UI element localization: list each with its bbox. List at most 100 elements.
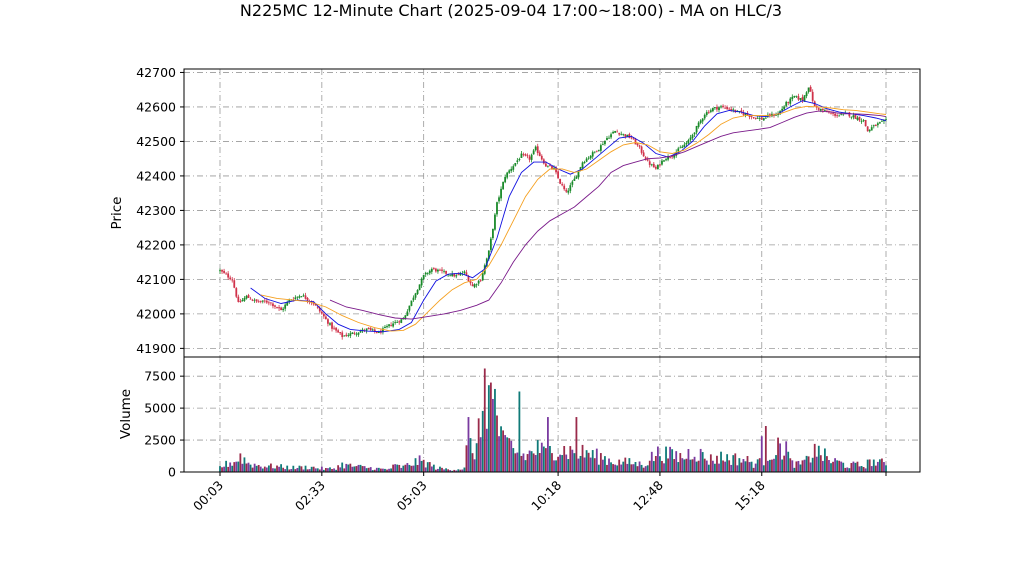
volume-bar (345, 463, 348, 472)
candle-body (750, 116, 753, 117)
candle-body (616, 131, 619, 133)
volume-tick-label: 2500 (144, 433, 176, 448)
volume-bar (371, 470, 374, 472)
candle-body (630, 137, 633, 139)
candle-body (701, 118, 704, 122)
volume-bar (485, 428, 488, 472)
volume-bar (540, 442, 543, 472)
candle-body (414, 293, 417, 298)
volume-bar (862, 467, 865, 472)
x-tick-label: 12:48 (630, 477, 666, 513)
candle-body (874, 124, 877, 127)
volume-bar (549, 446, 551, 472)
candle-body (500, 188, 502, 199)
volume-bar (396, 464, 399, 472)
candle-body (850, 116, 853, 118)
candle-body (502, 181, 505, 190)
candle-body (237, 296, 240, 302)
volume-bar (249, 464, 252, 472)
volume-bar (854, 462, 857, 472)
candle-body (823, 110, 826, 112)
candle-body (441, 269, 443, 271)
volume-bar (636, 466, 639, 472)
volume-bar (335, 469, 337, 472)
volume-bar (844, 467, 847, 472)
volume-bar (420, 460, 423, 472)
volume-bar (441, 467, 443, 472)
volume-bar (359, 464, 362, 472)
candlestick-series (219, 85, 887, 340)
volume-bar (333, 468, 335, 472)
volume-bar (819, 455, 822, 472)
candle-body (530, 154, 533, 160)
candle-body (375, 332, 378, 334)
volume-bar (357, 464, 360, 472)
candle-body (834, 113, 836, 116)
volume-bar (604, 456, 606, 472)
volume-bar (447, 469, 450, 472)
volume-bar (571, 449, 574, 472)
x-tick-label: 05:03 (394, 478, 430, 514)
volume-bar (536, 440, 539, 472)
candle-body (270, 302, 272, 304)
candle-body (705, 112, 708, 115)
volume-bar (783, 455, 786, 472)
volume-bar (671, 449, 674, 472)
volume-bar (382, 468, 384, 472)
volume-bar (437, 468, 439, 472)
candle-body (343, 335, 346, 337)
candle-body (685, 142, 688, 145)
volume-bar (606, 464, 608, 472)
volume-bar (711, 460, 714, 472)
candle-body (571, 181, 574, 185)
volume-bar (265, 467, 268, 472)
volume-bar (756, 459, 759, 472)
volume-bar (775, 455, 777, 472)
x-tick-label: 00:03 (190, 478, 226, 514)
volume-bar (705, 460, 708, 472)
price-axis-title: Price (109, 197, 125, 230)
volume-bar (329, 467, 331, 472)
volume-bar (777, 437, 779, 472)
candle-body (872, 125, 875, 127)
candle-body (832, 113, 834, 114)
candle-body (477, 280, 480, 284)
candle-body (646, 159, 649, 161)
volume-bar (652, 461, 655, 472)
volume-tick-label: 7500 (144, 369, 176, 384)
price-tick-label: 42200 (136, 237, 176, 252)
volume-bar (369, 467, 372, 472)
volume-bar (730, 464, 733, 472)
volume-bar (496, 415, 498, 472)
volume-bar (807, 456, 810, 472)
price-tick-label: 42600 (136, 99, 176, 114)
volume-bar (253, 463, 256, 472)
price-tick-label: 42500 (136, 134, 176, 149)
volume-bar (445, 468, 447, 472)
price-gridlines (184, 69, 920, 357)
volume-bar (227, 466, 230, 472)
candle-body (263, 300, 266, 302)
volume-bar (876, 461, 879, 472)
candle-body (418, 284, 421, 291)
volume-bar (716, 455, 718, 472)
candle-body (341, 332, 344, 338)
volume-bar (412, 465, 415, 472)
candle-body (858, 116, 861, 121)
candle-body (335, 327, 337, 331)
volume-bar (353, 466, 356, 472)
volume-bar (881, 458, 883, 472)
candle-body (359, 331, 362, 333)
candle-body (593, 151, 596, 153)
candle-body (557, 171, 559, 179)
volume-bar (557, 456, 559, 472)
candle-body (306, 297, 309, 301)
volume-bar (502, 430, 505, 472)
candle-body (862, 120, 865, 121)
volume-bar (272, 468, 274, 472)
candle-body (518, 158, 521, 161)
candle-body (634, 139, 637, 145)
volume-bar (722, 460, 724, 472)
candle-body (775, 114, 777, 116)
volume-bar (801, 460, 804, 472)
